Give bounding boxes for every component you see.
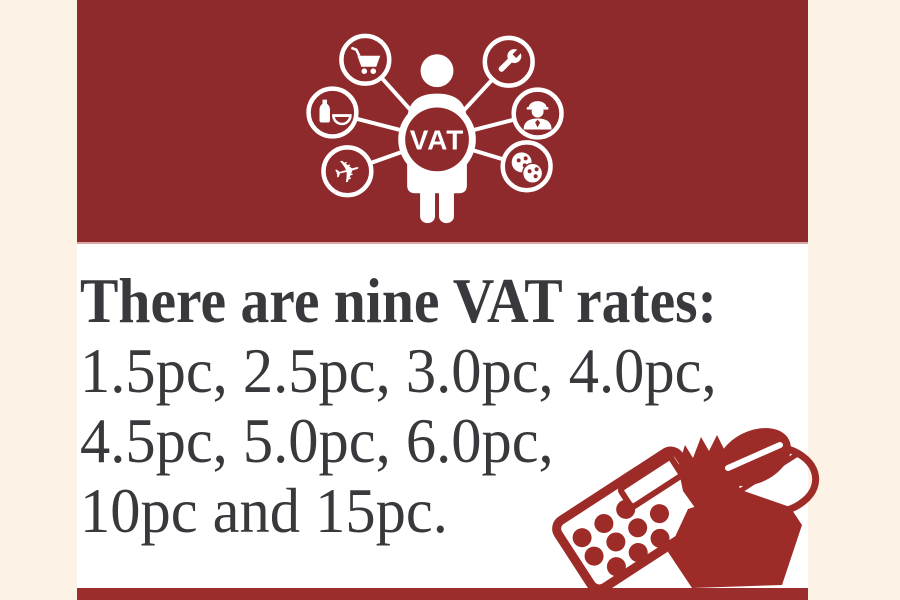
coins-node — [500, 140, 553, 193]
person-left-leg — [420, 175, 436, 224]
airplane-node: ✈ — [321, 145, 374, 198]
content-panel: There are nine VAT rates: 1.5pc, 2.5pc, … — [77, 244, 808, 600]
bottom-strip — [77, 588, 808, 600]
rate-line-3: 10pc and 15pc. — [80, 476, 448, 546]
calculator-buttons — [572, 499, 670, 577]
rate-line-2: 4.5pc, 5.0pc, 6.0pc, — [80, 406, 554, 476]
shopping-cart-node — [339, 33, 392, 86]
wrench-icon — [498, 47, 523, 72]
calculator-illustration — [552, 428, 820, 594]
node-ring — [306, 86, 359, 139]
heading: There are nine VAT rates: — [80, 265, 717, 336]
vat-hub-illustration: VAT — [306, 33, 564, 224]
waiter-icon — [523, 101, 552, 130]
shopping-cart-icon — [350, 46, 381, 74]
wrench-node — [482, 35, 535, 88]
person-head — [420, 54, 454, 88]
rate-line-1: 1.5pc, 2.5pc, 3.0pc, 4.0pc, — [80, 336, 717, 406]
roll-slit — [725, 442, 783, 471]
food-drink-node — [306, 86, 359, 139]
vat-belly — [405, 107, 469, 172]
bottle-and-bowl-icon — [319, 99, 352, 126]
vat-person: VAT — [398, 54, 476, 224]
calculator-display — [617, 454, 684, 510]
top-banner: VAT — [77, 0, 808, 244]
coins-icon — [511, 152, 544, 184]
person-right-leg — [439, 175, 454, 224]
vat-rates-text: There are nine VAT rates: 1.5pc, 2.5pc, … — [77, 244, 808, 547]
vat-label: VAT — [410, 124, 465, 155]
node-ring — [321, 145, 374, 198]
waiter-node — [511, 87, 564, 140]
hand-icon — [668, 491, 802, 588]
